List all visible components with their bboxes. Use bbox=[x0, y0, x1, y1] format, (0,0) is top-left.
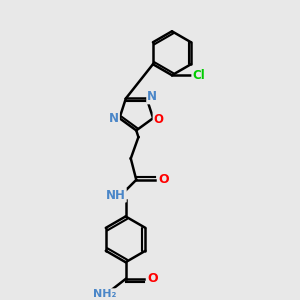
Text: N: N bbox=[147, 90, 157, 104]
Text: O: O bbox=[158, 173, 169, 186]
Text: Cl: Cl bbox=[192, 69, 205, 82]
Text: NH₂: NH₂ bbox=[94, 289, 117, 299]
Text: NH: NH bbox=[106, 189, 126, 202]
Text: N: N bbox=[109, 112, 119, 125]
Text: O: O bbox=[147, 272, 158, 286]
Text: O: O bbox=[154, 113, 164, 126]
